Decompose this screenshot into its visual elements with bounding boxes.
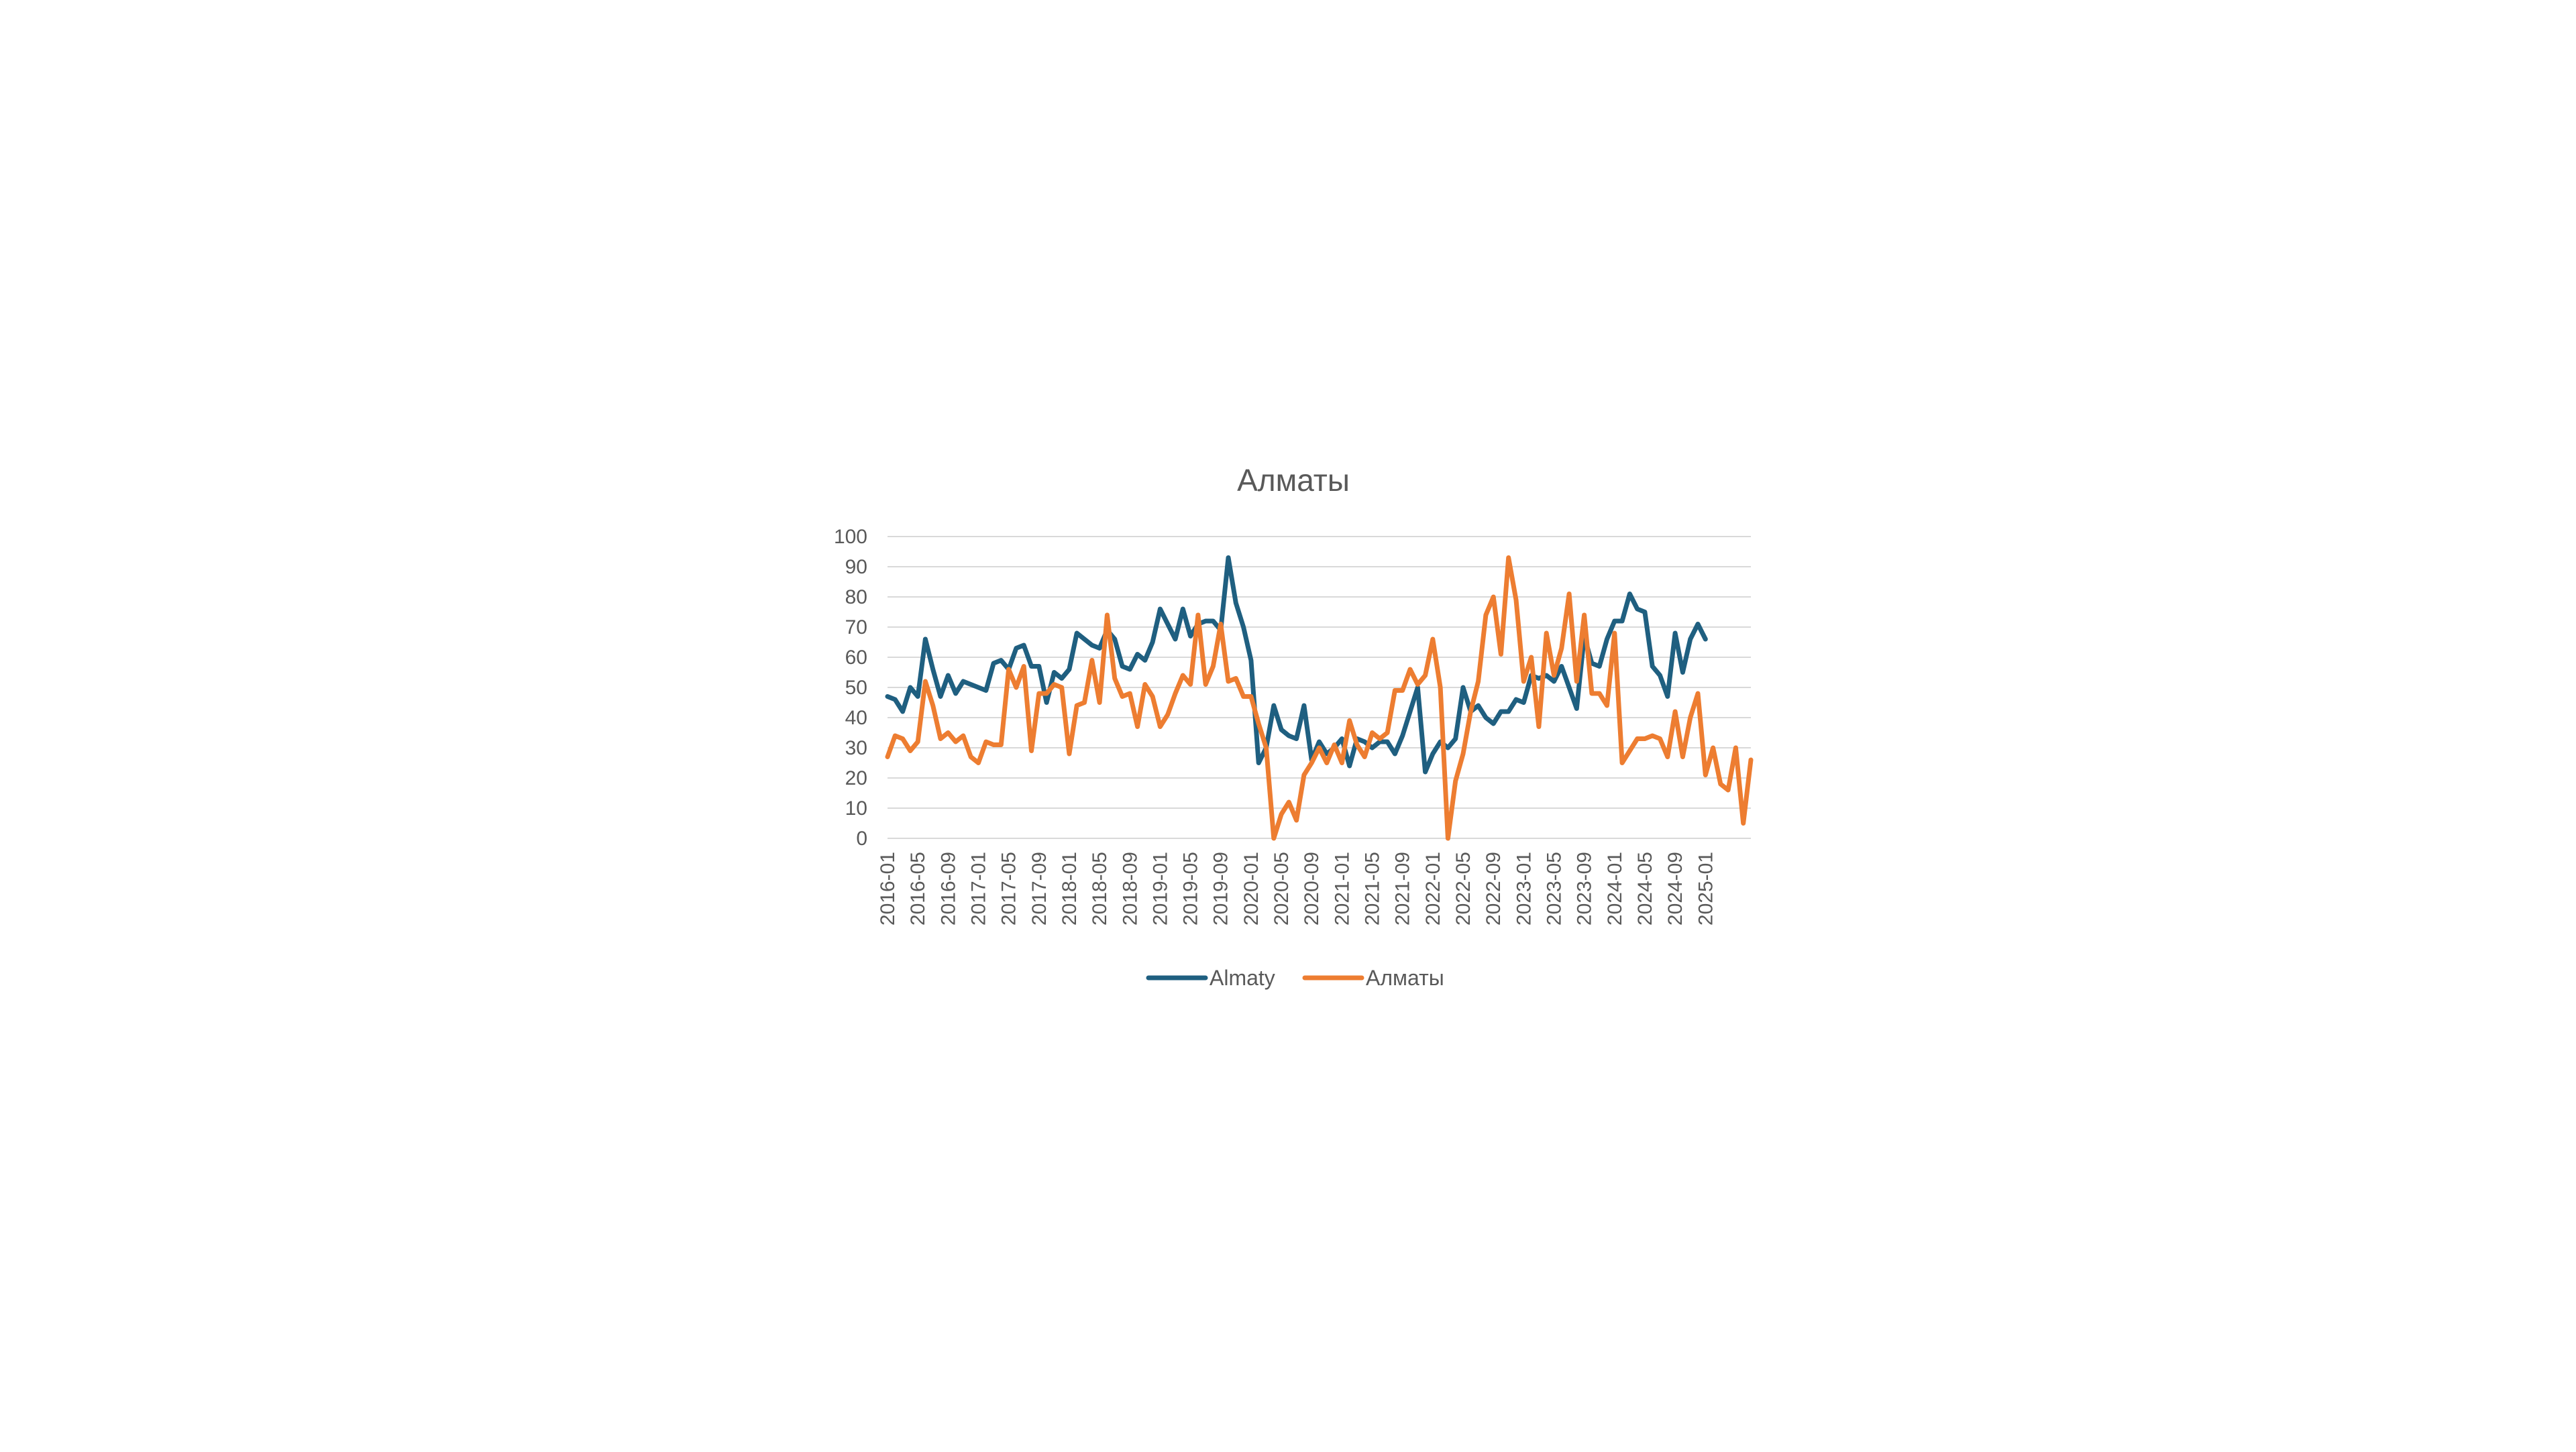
x-tick-label: 2020-01 xyxy=(1240,852,1263,926)
legend-label: Алматы xyxy=(1366,966,1444,990)
x-tick-label: 2019-05 xyxy=(1180,852,1202,926)
x-tick-label: 2021-09 xyxy=(1392,852,1414,926)
x-tick-label: 2022-01 xyxy=(1422,852,1444,926)
y-tick-label: 0 xyxy=(856,828,867,850)
legend-label: Almaty xyxy=(1210,966,1275,990)
gridlines xyxy=(888,536,1751,839)
x-tick-label: 2019-01 xyxy=(1149,852,1171,926)
x-tick-label: 2024-01 xyxy=(1604,852,1626,926)
y-axis-ticks: 0 10 20 30 40 50 60 70 80 90 100 xyxy=(834,526,867,850)
x-tick-label: 2024-05 xyxy=(1634,852,1656,926)
y-tick-label: 50 xyxy=(845,677,867,699)
y-tick-label: 70 xyxy=(845,616,867,638)
series-lines xyxy=(885,555,1754,841)
x-tick-label: 2021-01 xyxy=(1331,852,1353,926)
x-tick-label: 2023-05 xyxy=(1543,852,1565,926)
y-tick-label: 30 xyxy=(845,737,867,759)
x-tick-label: 2020-05 xyxy=(1271,852,1293,926)
x-tick-label: 2018-09 xyxy=(1119,852,1141,926)
x-tick-label: 2016-09 xyxy=(937,852,959,926)
y-tick-label: 40 xyxy=(845,707,867,729)
y-tick-label: 80 xyxy=(845,586,867,608)
x-tick-label: 2016-01 xyxy=(877,852,899,926)
x-tick-label: 2022-05 xyxy=(1452,852,1474,926)
y-tick-label: 20 xyxy=(845,767,867,789)
x-tick-label: 2021-05 xyxy=(1362,852,1384,926)
x-tick-label: 2022-09 xyxy=(1483,852,1505,926)
y-tick-label: 100 xyxy=(834,526,867,548)
x-tick-label: 2020-09 xyxy=(1301,852,1323,926)
x-tick-label: 2018-01 xyxy=(1059,852,1081,926)
x-tick-label: 2025-01 xyxy=(1695,852,1717,926)
x-tick-label: 2018-05 xyxy=(1089,852,1111,926)
series-line-almaty-cyrillic xyxy=(885,555,1754,841)
y-tick-label: 60 xyxy=(845,647,867,669)
legend: Almaty Алматы xyxy=(1146,966,1444,990)
x-tick-label: 2017-09 xyxy=(1028,852,1051,926)
x-tick-label: 2024-09 xyxy=(1664,852,1686,926)
y-tick-label: 10 xyxy=(845,797,867,820)
x-tick-label: 2016-05 xyxy=(907,852,929,926)
x-tick-label: 2019-09 xyxy=(1210,852,1232,926)
y-tick-label: 90 xyxy=(845,556,867,578)
x-tick-label: 2023-09 xyxy=(1574,852,1596,926)
series-line-almaty xyxy=(885,555,1708,775)
x-tick-label: 2023-01 xyxy=(1513,852,1535,926)
x-tick-label: 2017-05 xyxy=(998,852,1020,926)
x-axis-ticks: 2016-01 2016-05 2016-09 2017-01 2017-05 2017-… xyxy=(877,852,1717,926)
x-tick-label: 2017-01 xyxy=(967,852,989,926)
chart-title: Алматы xyxy=(1237,463,1350,498)
